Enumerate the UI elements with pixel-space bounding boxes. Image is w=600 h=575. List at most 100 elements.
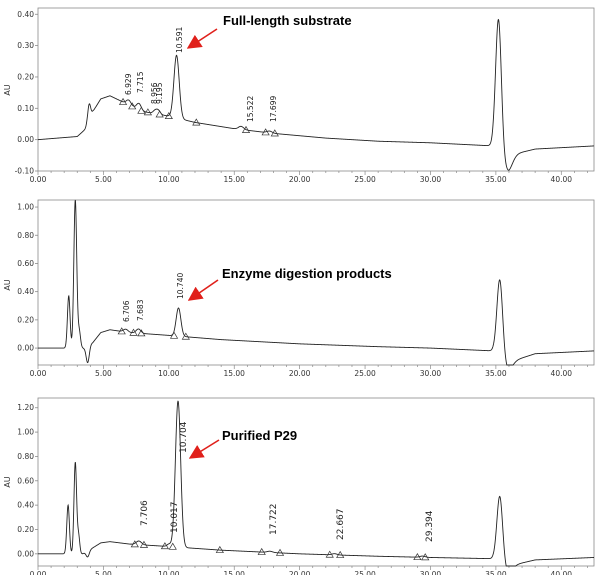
x-tick-label: 15.00	[223, 369, 245, 378]
annotation-label-2: Enzyme digestion products	[222, 266, 392, 281]
plot-frame-2	[37, 199, 595, 366]
annotation-arrow-3	[188, 439, 220, 459]
y-tick-label: 0.80	[17, 231, 34, 240]
x-tick-group-1: 0.00 5.00 10.00 15.00 20.00 25.00 30.00 35.00 40…	[30, 171, 588, 184]
x-tick-label: 20.00	[289, 570, 311, 575]
peak-label-3-10704: 10.704	[179, 421, 189, 453]
x-tick-label: 0.00	[30, 570, 47, 575]
peak-integration-marker	[257, 547, 266, 555]
x-tick-label: 40.00	[551, 175, 573, 184]
peak-label-2-7683: 7.683	[136, 299, 145, 321]
peak-label-1-6929: 6.929	[124, 73, 133, 95]
y-tick-label: 0.10	[17, 104, 34, 113]
peak-integration-marker	[164, 111, 173, 119]
chromatogram-panel-1: AU -0.100.000.100.200.300.40 0.00 5.00 10.…	[3, 7, 595, 184]
y-tick-label: 0.00	[17, 135, 34, 144]
y-tick-label: 0.20	[17, 525, 34, 534]
chromatogram-trace-2	[38, 199, 595, 366]
peak-integration-marker	[137, 329, 146, 337]
peak-integration-marker	[143, 108, 153, 116]
annotation-arrow-1	[186, 28, 218, 49]
y-tick-label: 0.80	[17, 452, 34, 461]
peak-integration-marker	[413, 552, 422, 561]
peak-integration-marker	[168, 542, 177, 550]
x-tick-label: 40.00	[551, 369, 573, 378]
annotation-arrow-2	[187, 279, 219, 301]
x-tick-label: 5.00	[95, 570, 112, 575]
annotation-label-1: Full-length substrate	[223, 13, 352, 28]
peak-label-1-9195: 9.195	[155, 82, 164, 104]
peak-label-2-6706: 6.706	[122, 300, 131, 322]
x-tick-label: 25.00	[354, 369, 376, 378]
x-tick-label: 15.00	[223, 570, 245, 575]
peak-label-3-7706: 7.706	[140, 500, 150, 526]
x-tick-label: 30.00	[420, 369, 442, 378]
x-tick-label: 20.00	[289, 369, 311, 378]
peak-integration-marker	[421, 553, 430, 561]
peak-integration-marker	[139, 540, 149, 548]
y-tick-label: 0.20	[17, 72, 34, 81]
y-tick-label: 0.30	[17, 41, 34, 50]
x-tick-label: 30.00	[420, 570, 442, 575]
peak-marker-group-1	[118, 97, 279, 137]
peak-integration-marker	[241, 125, 251, 133]
peak-integration-marker	[128, 102, 137, 110]
y-tick-label: 0.20	[17, 315, 34, 324]
peak-label-1-10591: 10.591	[175, 27, 184, 53]
x-tick-label: 5.00	[95, 175, 112, 184]
peak-label-1-8956: 8.956	[150, 82, 159, 104]
peak-label-2-10740: 10.740	[176, 273, 185, 299]
peak-integration-marker	[117, 327, 126, 335]
peak-integration-marker	[275, 548, 285, 556]
peak-label-3-22667: 22.667	[336, 509, 346, 541]
x-tick-label: 25.00	[354, 570, 376, 575]
y-tick-label: 0.40	[17, 287, 34, 296]
y-tick-label: 1.00	[17, 428, 34, 437]
peak-integration-marker	[160, 542, 170, 550]
peak-integration-marker	[155, 110, 164, 118]
peak-label-1-15522: 15.522	[246, 96, 255, 122]
peak-integration-marker	[270, 129, 279, 137]
x-tick-group-2: 0.00 5.00 10.00 15.00 20.00 25.00 30.00 35.00 40…	[30, 365, 588, 378]
chromatogram-trace-3	[38, 400, 595, 567]
y-tick-group-1: -0.10 0.00 0.10 0.20 0.30 0.40	[15, 10, 38, 176]
peak-integration-marker	[118, 97, 128, 105]
chromatogram-trace-1	[37, 18, 595, 171]
x-tick-group-3: 0.00 5.00 10.00 15.00 20.00 25.00 30.00 35.00 40…	[30, 566, 588, 575]
x-tick-label: 35.00	[485, 570, 507, 575]
peak-integration-marker	[130, 540, 139, 548]
peak-marker-group-2	[117, 327, 190, 340]
x-tick-label: 40.00	[551, 570, 573, 575]
x-tick-label: 30.00	[420, 175, 442, 184]
y-tick-label: 0.00	[17, 344, 34, 353]
x-tick-label: 25.00	[354, 175, 376, 184]
peak-integration-marker	[215, 545, 224, 553]
peak-integration-marker	[261, 128, 270, 136]
peak-integration-marker	[129, 328, 138, 336]
annotation-label-3: Purified P29	[222, 428, 297, 443]
x-tick-label: 20.00	[289, 175, 311, 184]
x-tick-label: 35.00	[485, 369, 507, 378]
peak-marker-group-3	[130, 540, 430, 561]
x-tick-label: 35.00	[485, 175, 507, 184]
x-tick-label: 0.00	[30, 369, 47, 378]
y-axis-label-2: AU	[3, 279, 12, 290]
peak-label-3-10017: 10.017	[170, 502, 180, 534]
peak-integration-marker	[325, 550, 334, 558]
y-tick-label: -0.10	[15, 167, 35, 176]
x-tick-label: 5.00	[95, 369, 112, 378]
y-tick-label: 0.40	[17, 10, 34, 19]
y-tick-label: 0.60	[17, 259, 34, 268]
peak-integration-marker	[181, 332, 190, 340]
x-tick-label: 0.00	[30, 175, 47, 184]
peak-label-3-29394: 29.394	[425, 510, 435, 542]
x-tick-label: 15.00	[223, 175, 245, 184]
peak-integration-marker	[169, 331, 179, 339]
x-tick-label: 10.00	[158, 175, 180, 184]
peak-integration-marker	[192, 118, 201, 126]
y-tick-label: 0.60	[17, 476, 34, 485]
y-tick-group-3: 0.00 0.20 0.40 0.60 0.80 1.00 1.20	[17, 403, 38, 558]
peak-integration-marker	[137, 106, 146, 114]
y-tick-label: 0.00	[17, 549, 34, 558]
